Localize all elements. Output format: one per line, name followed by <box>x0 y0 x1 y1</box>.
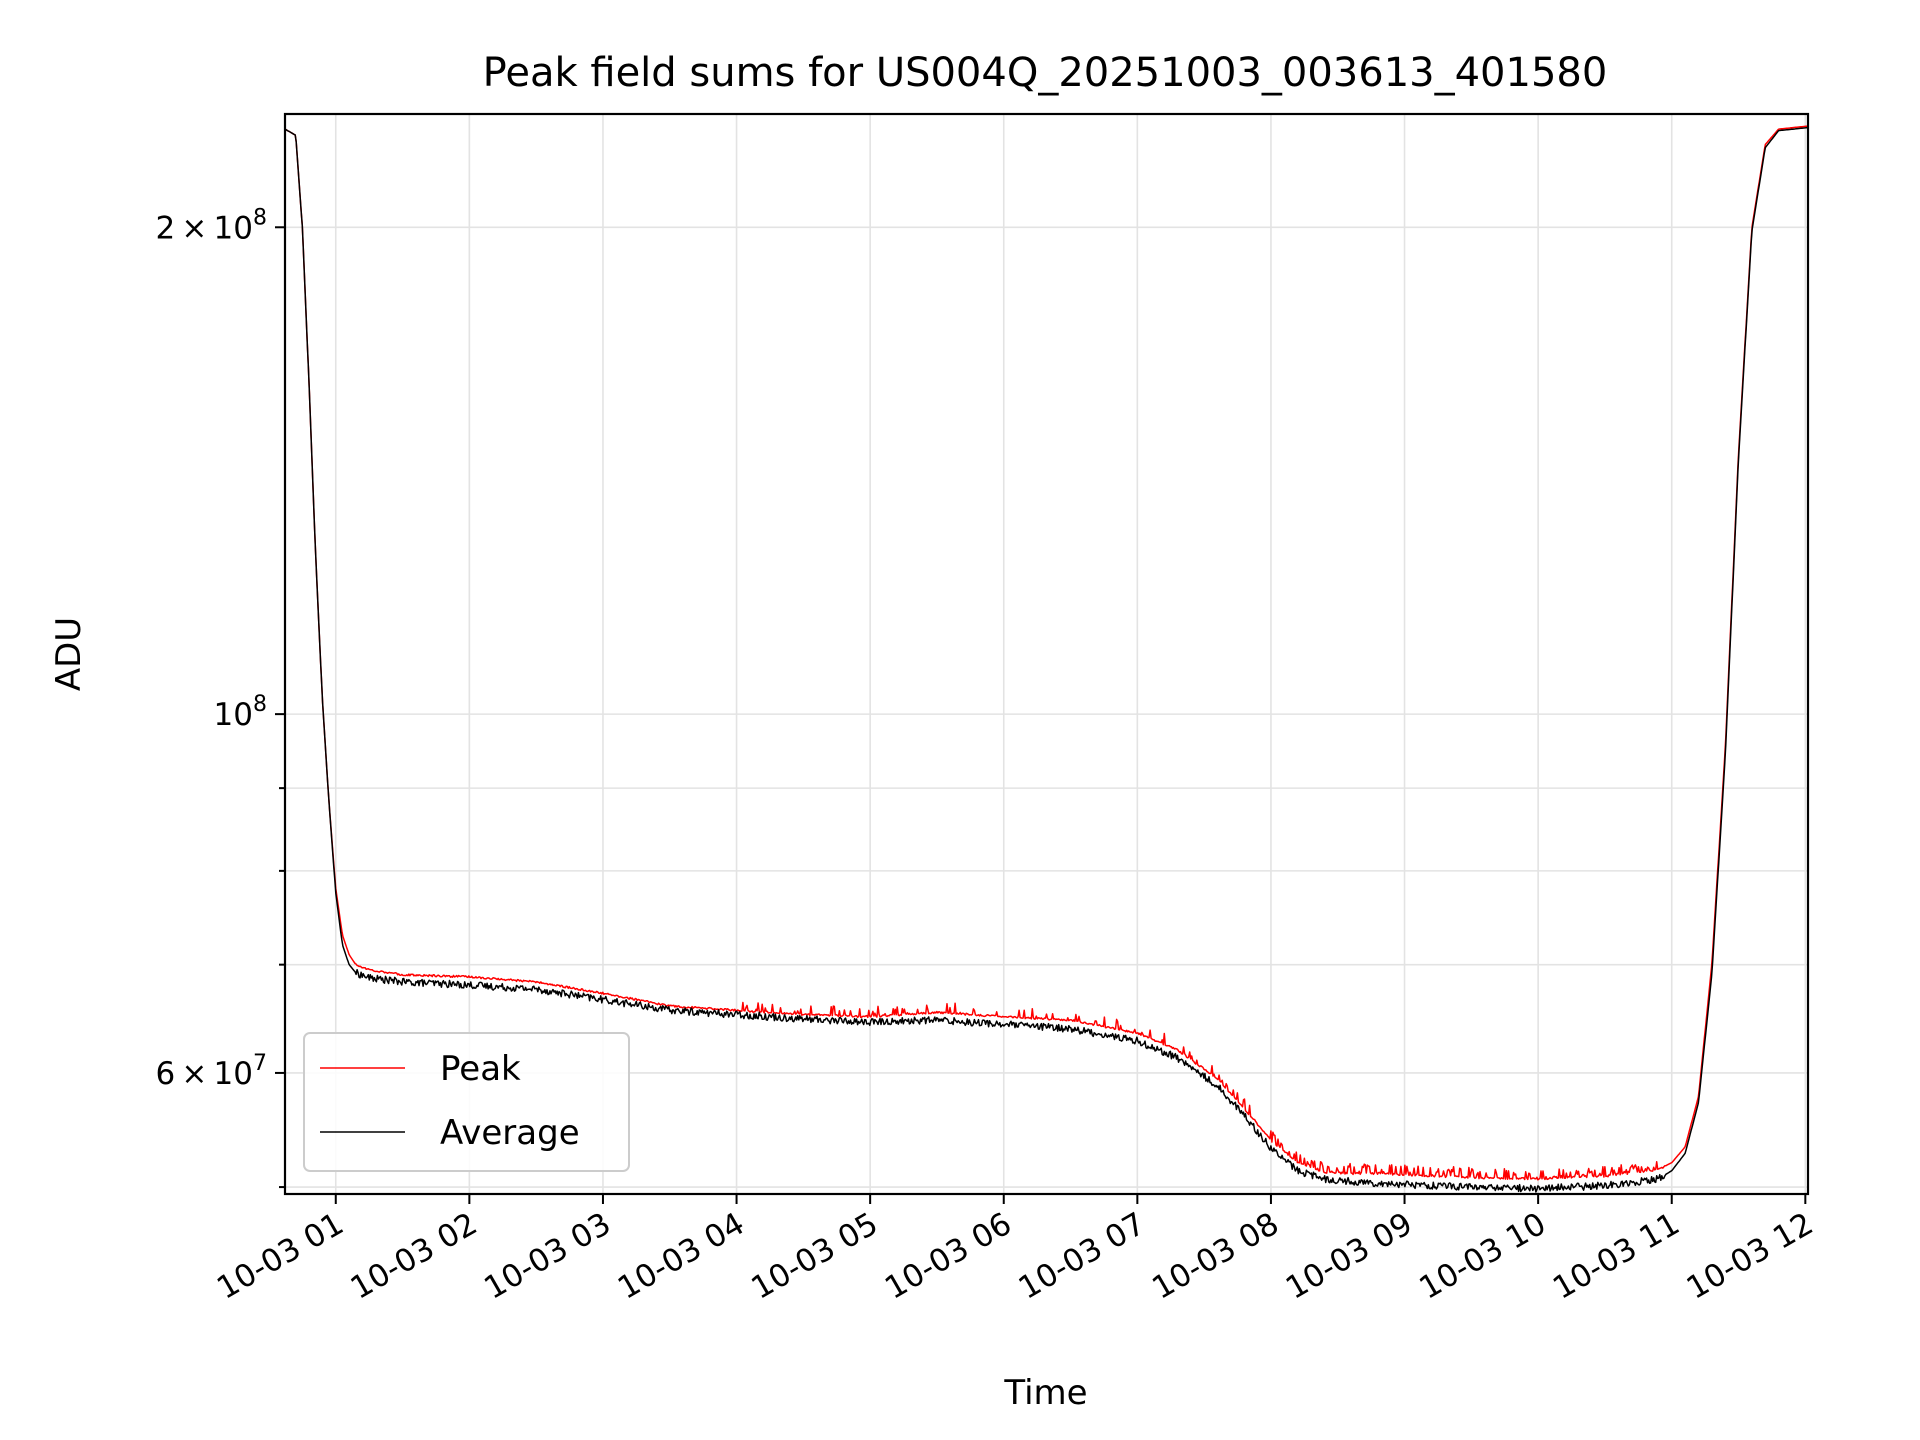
plot-frame <box>283 112 1810 1196</box>
chart-title: Peak field sums for US004Q_20251003_0036… <box>483 50 1608 96</box>
grid-lines <box>285 114 1808 1194</box>
y-axis-ticks: 2 × 108 108 6 × 107 <box>155 205 285 1189</box>
series-lines <box>285 125 1808 1193</box>
x-axis-label: Time <box>1003 1373 1087 1413</box>
plot-area <box>283 112 1810 1196</box>
y-tick-label: 6 × 107 <box>155 1051 267 1092</box>
y-tick-label: 108 <box>214 692 267 733</box>
legend-label-peak: Peak <box>440 1049 521 1089</box>
legend-label-average: Average <box>440 1113 580 1153</box>
y-tick-label: 2 × 108 <box>155 205 267 246</box>
series-line-average <box>285 126 1808 1193</box>
y-axis-label: ADU <box>49 617 89 691</box>
series-line-peak <box>285 125 1808 1181</box>
legend: Peak Average <box>303 1032 630 1172</box>
